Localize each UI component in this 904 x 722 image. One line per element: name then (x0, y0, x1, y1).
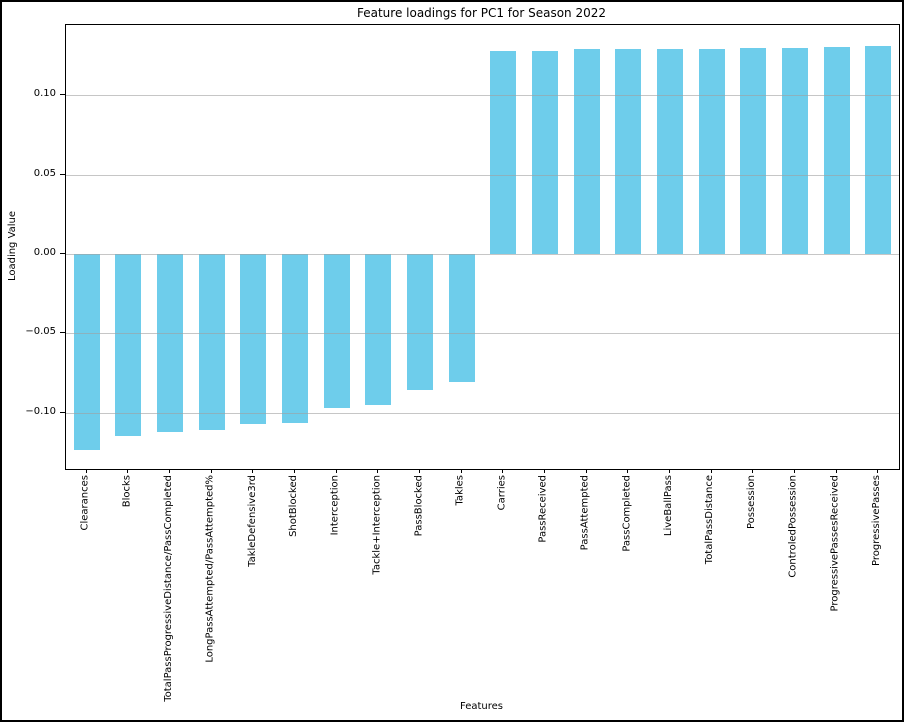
bar (115, 254, 142, 436)
y-tick-mark (60, 411, 65, 413)
y-tick-mark (60, 253, 65, 254)
plot-area (65, 24, 900, 470)
x-tick-mark (835, 469, 837, 473)
gridline (66, 254, 899, 255)
gridline (66, 95, 899, 97)
x-tick-mark (585, 469, 587, 473)
x-tick-mark (127, 469, 129, 473)
bar (282, 254, 309, 423)
gridline (66, 333, 899, 335)
x-tick-mark (627, 469, 629, 473)
y-tick-label: 0.10 (33, 88, 56, 100)
chart-title: Feature loadings for PC1 for Season 2022 (356, 6, 607, 20)
y-tick-mark (60, 173, 65, 175)
x-tick-mark (252, 469, 254, 473)
bar (698, 48, 725, 254)
bar (240, 254, 267, 424)
bar (740, 48, 767, 254)
y-tick-mark (60, 332, 65, 334)
x-tick-mark (793, 469, 795, 473)
bar (615, 49, 642, 254)
bar (823, 46, 850, 254)
x-tick-mark (543, 469, 545, 473)
bar (573, 49, 600, 254)
x-tick-mark (85, 469, 87, 473)
x-tick-mark (752, 469, 754, 473)
bar (407, 254, 434, 390)
gridline (66, 412, 899, 414)
y-tick-label: 0.00 (33, 247, 56, 258)
bar (656, 48, 683, 254)
x-axis-label: Features (460, 701, 503, 712)
bar (531, 51, 558, 254)
x-tick-mark (460, 469, 462, 473)
x-tick-mark (210, 469, 212, 473)
bar (448, 254, 475, 382)
x-tick-mark (502, 469, 504, 473)
x-tick-mark (377, 469, 379, 473)
x-tick-mark (668, 469, 670, 473)
x-tick-mark (710, 469, 712, 473)
y-tick-mark (60, 94, 65, 96)
x-tick-mark (169, 469, 171, 473)
bar (781, 47, 808, 254)
bar (865, 46, 892, 254)
bar (198, 254, 225, 430)
x-tick-mark (877, 469, 879, 473)
gridline (66, 174, 899, 176)
y-tick-label: −0.10 (25, 405, 56, 417)
bar (365, 254, 392, 406)
x-tick-mark (335, 469, 337, 473)
y-tick-label: 0.05 (33, 167, 56, 179)
bar (490, 51, 517, 254)
bar (73, 254, 100, 450)
bar (157, 254, 184, 433)
x-tick-mark (419, 469, 421, 473)
bar (323, 254, 350, 409)
x-tick-mark (294, 469, 296, 473)
y-tick-label: −0.05 (25, 326, 56, 338)
